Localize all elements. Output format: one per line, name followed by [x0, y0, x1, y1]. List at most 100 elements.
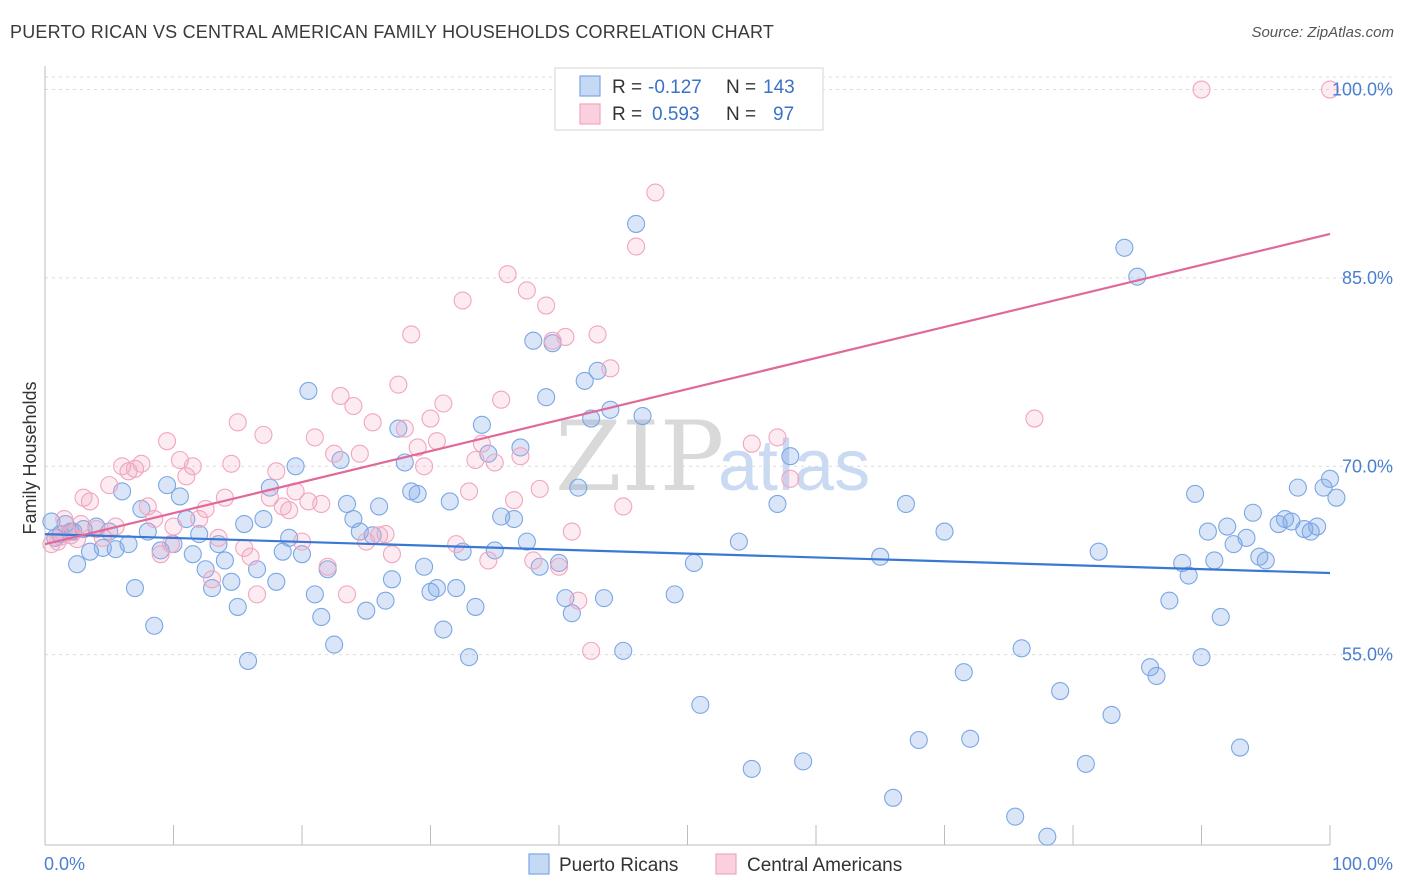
- puerto-rican-point-127: [1231, 738, 1250, 757]
- puerto-rican-point-112: [1102, 705, 1121, 724]
- central-american-point-28: [222, 454, 241, 473]
- puerto-rican-point-94: [729, 532, 748, 551]
- central-american-point-89: [1025, 409, 1044, 428]
- puerto-rican-point-9: [93, 538, 112, 557]
- puerto-rican-point-97: [781, 447, 800, 466]
- puerto-rican-point-72: [504, 509, 524, 529]
- puerto-rican-point-23: [183, 545, 202, 564]
- puerto-rican-point-53: [376, 591, 395, 610]
- central-american-point-70: [498, 265, 517, 284]
- puerto-rican-point-88: [614, 641, 633, 660]
- puerto-rican-point-100: [884, 788, 903, 807]
- central-american-point-84: [627, 237, 646, 256]
- puerto-rican-point-66: [459, 648, 479, 667]
- puerto-rican-point-90: [633, 406, 652, 426]
- central-american-point-35: [267, 462, 286, 481]
- legend-n-value-2: 97: [773, 104, 794, 125]
- central-american-point-67: [479, 551, 498, 570]
- central-american-point-53: [382, 545, 402, 564]
- puerto-rican-point-82: [569, 478, 588, 497]
- central-american-point-58: [415, 457, 434, 476]
- puerto-rican-point-50: [357, 601, 376, 620]
- puerto-rican-point-19: [158, 476, 177, 495]
- central-american-point-41: [305, 428, 324, 447]
- central-american-point-47: [344, 396, 363, 416]
- central-american-point-25: [203, 570, 222, 589]
- puerto-rican-point-62: [434, 620, 453, 639]
- central-american-point-63: [453, 291, 472, 310]
- central-american-point-83: [614, 497, 633, 516]
- puerto-rican-point-75: [524, 331, 543, 350]
- puerto-rican-point-103: [935, 522, 954, 541]
- y-axis-title: Family Households: [20, 381, 40, 534]
- central-american-point-74: [524, 551, 543, 570]
- central-american-point-73: [517, 281, 536, 300]
- puerto-rican-point-101: [896, 494, 916, 514]
- puerto-rican-point-113: [1115, 238, 1134, 257]
- correlation-legend: R = -0.127 N = 143 R = 0.593 N = 97: [554, 67, 824, 131]
- puerto-rican-point-36: [267, 572, 286, 591]
- puerto-rican-point-110: [1076, 754, 1095, 773]
- central-american-point-6: [80, 492, 100, 511]
- central-american-point-29: [228, 413, 247, 432]
- puerto-rican-point-32: [238, 651, 258, 670]
- puerto-rican-point-91: [665, 585, 684, 604]
- puerto-rican-point-121: [1192, 648, 1211, 667]
- central-american-point-90: [1192, 80, 1211, 99]
- puerto-rican-point-34: [254, 509, 273, 529]
- central-american-point-82: [588, 325, 607, 344]
- puerto-rican-point-83: [575, 371, 594, 390]
- trend-lines: [44, 232, 1331, 575]
- central-american-point-68: [485, 453, 504, 472]
- puerto-rican-point-129: [1243, 503, 1262, 522]
- puerto-rican-point-59: [415, 557, 434, 576]
- puerto-rican-point-117: [1160, 591, 1179, 610]
- y-tick-label-1: 70.0%: [1342, 456, 1393, 476]
- y-tick-labels: 55.0% 70.0% 85.0% 100.0%: [1332, 80, 1393, 665]
- central-american-point-71: [504, 491, 524, 510]
- central-american-point-21: [177, 467, 196, 486]
- puerto-rican-point-116: [1147, 666, 1166, 686]
- legend-n-label-1: N =: [726, 77, 756, 98]
- puerto-rican-point-42: [305, 585, 324, 604]
- axes: [44, 66, 1331, 846]
- central-american-point-43: [318, 557, 337, 576]
- y-tick-label-0: 55.0%: [1342, 645, 1393, 665]
- legend-swatch-puerto-ricans: [579, 75, 601, 97]
- central-american-point-57: [408, 438, 427, 457]
- puerto-rican-point-55: [389, 419, 408, 438]
- central-american-point-79: [556, 327, 575, 346]
- central-american-point-91: [1320, 80, 1340, 99]
- puerto-rican-point-25: [196, 560, 215, 579]
- bottom-legend-swatch-puerto-ricans: [528, 853, 550, 875]
- central-american-point-27: [215, 488, 234, 507]
- puerto-rican-point-45: [325, 635, 344, 654]
- watermark: ZIP atlas: [555, 401, 870, 513]
- y-tick-label-3: 100.0%: [1332, 80, 1393, 100]
- central-american-point-76: [537, 296, 556, 315]
- puerto-rican-point-67: [466, 597, 485, 616]
- central-american-point-62: [447, 535, 466, 554]
- puerto-rican-point-28: [215, 551, 234, 570]
- central-american-point-32: [247, 585, 267, 604]
- source-label: Source: ZipAtlas.com: [1251, 24, 1394, 41]
- central-american-point-56: [402, 325, 421, 344]
- puerto-rican-point-140: [1320, 469, 1340, 488]
- puerto-rican-point-79: [549, 553, 569, 573]
- x-tick-labels: 0.0% 100.0%: [44, 854, 1393, 874]
- puerto-rican-point-86: [594, 589, 614, 608]
- legend-swatch-central-americans: [579, 103, 601, 125]
- puerto-rican-point-128: [1237, 528, 1256, 547]
- central-american-point-72: [511, 447, 530, 466]
- puerto-rican-point-89: [627, 214, 646, 233]
- central-american-point-59: [421, 409, 440, 428]
- puerto-rican-point-107: [1012, 639, 1031, 658]
- central-american-point-50: [363, 413, 382, 432]
- central-american-point-65: [466, 450, 485, 470]
- central-american-point-46: [337, 585, 357, 604]
- puerto-rican-point-52: [370, 497, 389, 516]
- central-american-point-64: [459, 482, 479, 501]
- puerto-rican-point-111: [1089, 542, 1108, 561]
- central-american-point-33: [254, 425, 273, 444]
